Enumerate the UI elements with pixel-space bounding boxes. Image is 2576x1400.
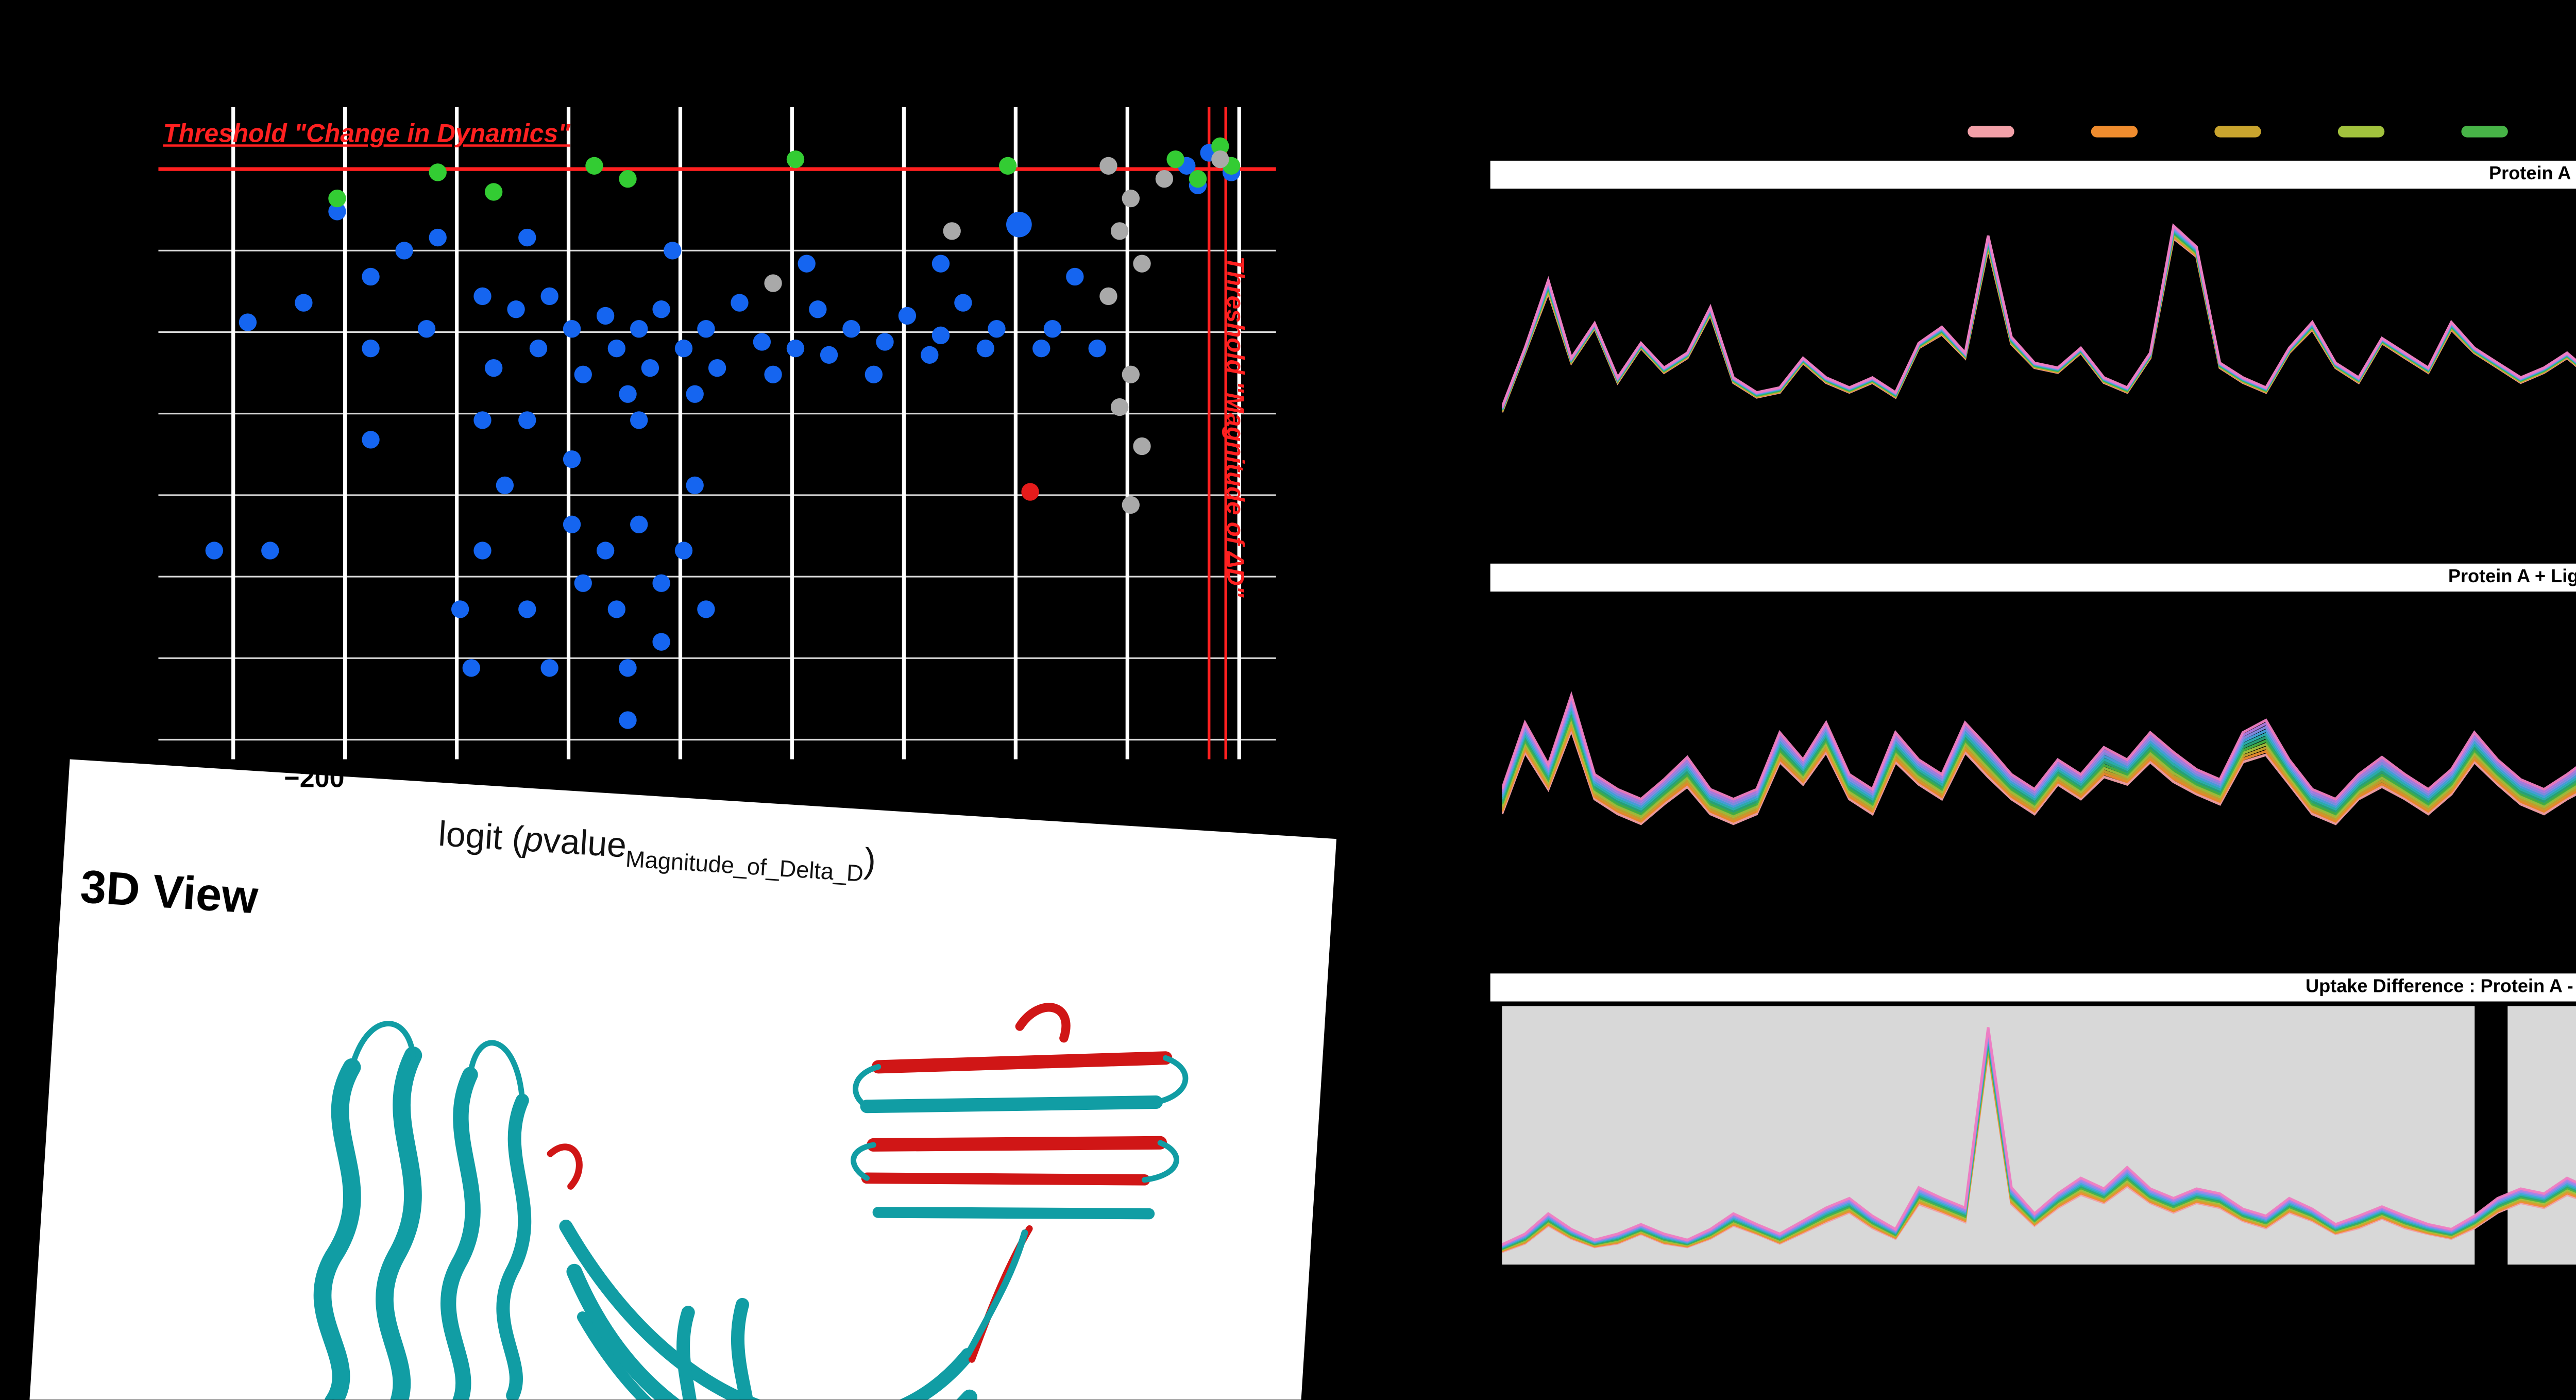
legend-dash[interactable] bbox=[2214, 126, 2261, 137]
panel-title-protein-a-ligand-text: Protein A + Ligand bbox=[2448, 566, 2576, 587]
timepoint-legend bbox=[1968, 126, 2576, 137]
axis-label-suffix: ) bbox=[862, 842, 877, 883]
legend-dash[interactable] bbox=[2091, 126, 2138, 137]
protein-ribbon[interactable] bbox=[91, 907, 1288, 1400]
axis-label-mid: value bbox=[541, 821, 628, 867]
axis-label-sub: Magnitude_of_Delta_D bbox=[624, 848, 865, 889]
panel-title-uptake-difference-text: Uptake Difference : Protein A - (Protein… bbox=[2305, 975, 2576, 997]
volcano-xtick: −200 bbox=[284, 766, 345, 795]
uptake-chart-protein-a[interactable] bbox=[1502, 189, 2576, 552]
panel-title-protein-a-ligand: Protein A + Ligand bbox=[1490, 563, 2576, 591]
legend-dash[interactable] bbox=[1968, 126, 2014, 137]
volcano-x-axis-label: logit (pvalueMagnitude_of_Delta_D) bbox=[437, 815, 877, 889]
panel-title-protein-a: Protein A bbox=[1490, 160, 2576, 188]
volcano-plot[interactable]: Threshold "Change in Dynamics" Threshold… bbox=[158, 107, 1276, 760]
axis-label-prefix: logit ( bbox=[437, 815, 525, 861]
legend-dash[interactable] bbox=[2461, 126, 2508, 137]
uptake-chart-protein-a-ligand[interactable] bbox=[1502, 592, 2576, 955]
panel-title-protein-a-text: Protein A bbox=[2489, 163, 2571, 184]
uptake-difference-chart[interactable] bbox=[1502, 1002, 2576, 1272]
volcano-scatter[interactable] bbox=[158, 107, 1276, 760]
axis-label-p: p bbox=[522, 820, 545, 862]
legend-dash[interactable] bbox=[2337, 126, 2385, 137]
threshold-dynamics-label: Threshold "Change in Dynamics" bbox=[163, 121, 570, 149]
3d-view-panel[interactable]: logit (pvalueMagnitude_of_Delta_D) 3D Vi… bbox=[26, 759, 1337, 1400]
threshold-magnitude-label: Threshold "Magnitude of ΔD" bbox=[1220, 256, 1248, 598]
panel-title-uptake-difference: Uptake Difference : Protein A - (Protein… bbox=[1490, 973, 2576, 1001]
